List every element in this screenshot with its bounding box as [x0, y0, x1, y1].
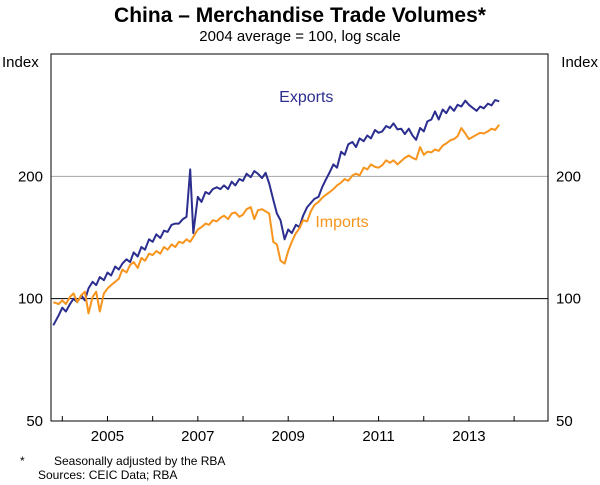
- chart-title: China – Merchandise Trade Volumes*: [114, 4, 487, 27]
- y-tick-labels-right: 50 100 200: [556, 168, 581, 430]
- y-tick-label-right: 100: [556, 291, 581, 308]
- x-tick-label: 2013: [452, 428, 485, 445]
- series-lines: [52, 99, 500, 326]
- footnote-marker: *: [20, 454, 25, 468]
- x-tick-label: 2005: [91, 428, 124, 445]
- y-axis-label-left: Index: [2, 54, 39, 71]
- x-tick-labels: 2005 2007 2009 2011 2013: [61, 416, 515, 445]
- series-line-exports: [52, 99, 500, 326]
- y-tick-label-right: 200: [556, 168, 581, 185]
- y-axis-label-right: Index: [561, 54, 598, 71]
- footnote-row: * Seasonally adjusted by the RBA: [20, 454, 226, 468]
- footnote-text: Seasonally adjusted by the RBA: [54, 454, 226, 468]
- series-labels: Exports Imports: [279, 89, 368, 231]
- y-tick-labels-left: 50 100 200: [18, 168, 43, 430]
- x-tick-label: 2009: [272, 428, 305, 445]
- y-tick-label-left: 100: [18, 291, 43, 308]
- sources-line: Sources: CEIC Data; RBA: [38, 468, 178, 482]
- chart-subtitle: 2004 average = 100, log scale: [199, 28, 400, 45]
- y-tick-label-right: 50: [556, 413, 573, 430]
- series-label-imports: Imports: [315, 214, 368, 231]
- y-tick-label-left: 50: [26, 413, 43, 430]
- series-line-imports: [52, 124, 500, 315]
- gridlines: [51, 175, 548, 300]
- series-label-exports: Exports: [279, 89, 333, 106]
- y-tick-label-left: 200: [18, 168, 43, 185]
- plot-frame: [50, 53, 549, 422]
- x-tick-label: 2007: [181, 428, 214, 445]
- x-tick-label: 2011: [362, 428, 394, 445]
- footnotes: * Seasonally adjusted by the RBA Sources:…: [20, 454, 226, 482]
